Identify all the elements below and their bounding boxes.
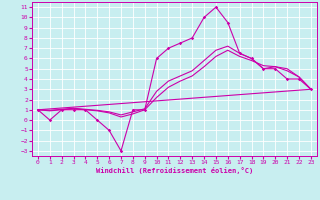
X-axis label: Windchill (Refroidissement éolien,°C): Windchill (Refroidissement éolien,°C) <box>96 167 253 174</box>
